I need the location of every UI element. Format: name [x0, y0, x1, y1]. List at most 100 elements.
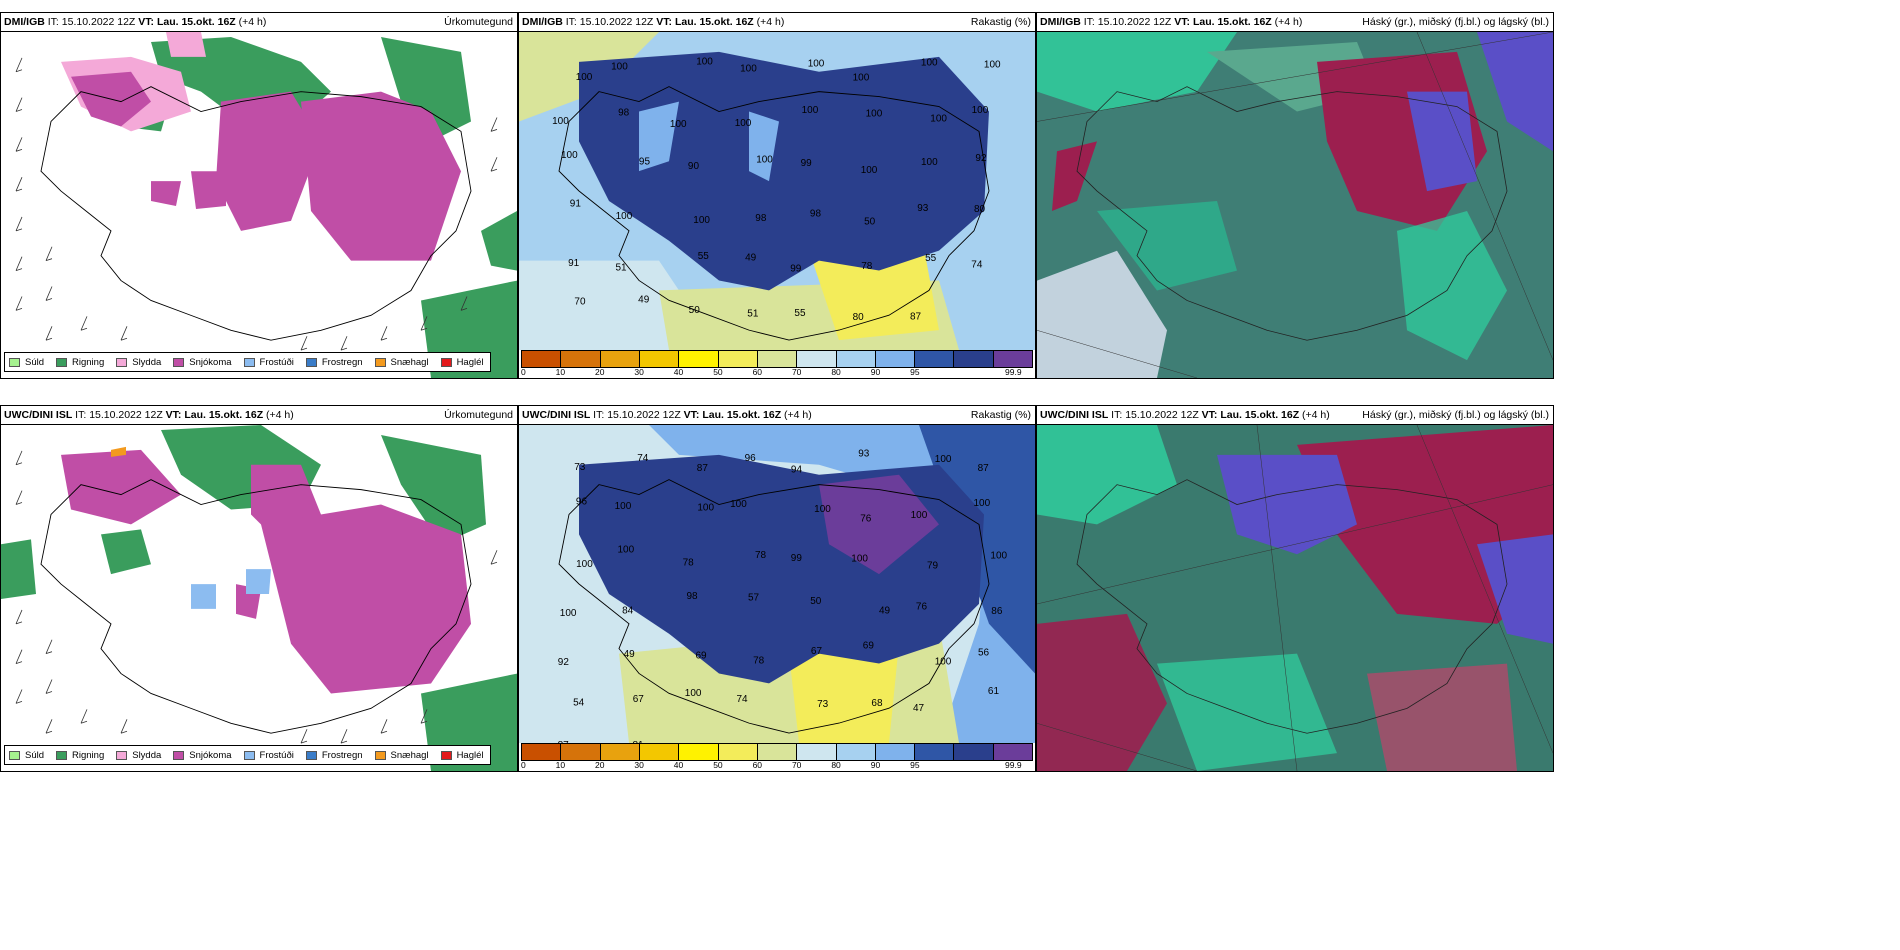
colorbar-segment [993, 744, 1033, 760]
legend-swatch [243, 750, 255, 760]
lead-time: (+4 h) [756, 16, 785, 28]
model-name: DMI/IGB [522, 16, 563, 28]
humidity-value-label: 91 [570, 199, 582, 210]
colorbar-segment [757, 744, 798, 760]
coastline [558, 479, 990, 734]
lead-time: (+4 h) [1274, 16, 1303, 28]
legend-label: Rigning [72, 356, 105, 368]
humidity-value-label: 100 [616, 211, 633, 222]
humidity-value-label: 49 [624, 649, 636, 660]
legend-label: Rigning [72, 749, 105, 761]
legend-label: Súld [25, 356, 45, 368]
init-time: 15.10.2022 12Z [1097, 16, 1172, 28]
colorbar-tick-label: 50 [713, 367, 723, 377]
legend-swatch [305, 750, 317, 760]
humidity-value-label: 94 [791, 465, 803, 476]
colorbar-segment [915, 351, 955, 367]
humidity-map-svg: 100 100 100 100 100 100 100 100 100 98 100 100 100 10… [519, 32, 1035, 350]
legend-swatch [56, 357, 68, 367]
colorbar-tick-label: 60 [752, 367, 763, 377]
panel-title: Rakastig (%) [970, 409, 1031, 421]
cloud-map [1037, 425, 1553, 771]
colorbar-segment [718, 351, 758, 367]
precip-map-svg [1, 32, 517, 378]
humidity-value-label: 76 [916, 601, 928, 612]
legend-label: Slydda [132, 749, 162, 761]
legend-swatch [116, 357, 128, 367]
saturated-area [819, 474, 939, 575]
humidity-value-label: 79 [927, 561, 939, 572]
humidity-value-label: 51 [747, 309, 759, 320]
humidity-value-labels: 100 100 100 100 100 100 100 100 100 98 100 100 100 10… [552, 57, 1001, 323]
low-cloud-area [1097, 201, 1237, 291]
init-time: 15.10.2022 12Z [1125, 409, 1199, 421]
snow-pellet-area [111, 446, 126, 457]
colorbar-segment [600, 744, 640, 760]
humidity-value-label: 100 [974, 498, 991, 509]
humidity-value-label: 96 [745, 453, 757, 464]
legend-swatch [173, 357, 185, 367]
humidity-value-label: 55 [925, 253, 937, 264]
legend-item: Frostregn [305, 749, 363, 761]
legend-item: Snjókoma [173, 750, 232, 761]
humidity-value-label: 100 [814, 504, 831, 515]
legend-item: Slydda [116, 357, 161, 368]
legend-item: Rigning [56, 357, 104, 368]
colorbar-segment [639, 744, 680, 760]
humidity-value-label: 100 [685, 688, 702, 699]
colorbar-tick-label: 30 [634, 760, 644, 770]
colorbar-segment [993, 351, 1033, 367]
humidity-value-label: 100 [618, 545, 635, 556]
it-label: IT: [565, 16, 577, 28]
lead-time: (+4 h) [238, 16, 267, 28]
clear-area [1037, 250, 1167, 378]
humidity-map-svg: 73 74 87 96 94 93 100 87 96 100 100 100 100 76 100 100 1… [519, 425, 1035, 743]
panel-title: Háský (gr.), miðský (fj.bl.) og lágský (… [1362, 16, 1549, 28]
lead-time: (+4 h) [1302, 409, 1330, 421]
vt-label: VT: [1174, 16, 1191, 28]
colorbar-segment [954, 744, 994, 760]
humidity-value-label: 98 [618, 108, 630, 119]
humidity-value-label: 81 [633, 740, 645, 743]
humidity-value-label: 100 [552, 116, 569, 127]
humidity-value-label: 100 [866, 108, 883, 119]
colorbar-tick-label: 80 [831, 760, 841, 770]
humidity-panel-uwc: UWC/DINI ISL IT: 15.10.2022 12Z VT: Lau.… [518, 405, 1036, 772]
colorbar-segment [522, 744, 562, 760]
humidity-value-label: 100 [935, 657, 952, 668]
legend-label: Snjókoma [189, 356, 232, 368]
humidity-value-label: 92 [558, 657, 570, 668]
humidity-value-label: 49 [745, 252, 757, 263]
colorbar-tick-label: 20 [595, 367, 605, 377]
humidity-value-label: 86 [991, 606, 1003, 617]
lead-time: (+4 h) [784, 409, 812, 421]
colorbar-segment [875, 744, 916, 760]
humidity-value-label: 78 [683, 558, 695, 569]
humidity-value-label: 50 [810, 596, 822, 607]
humidity-value-label: 90 [688, 161, 700, 172]
panel-header: DMI/IGB IT: 15.10.2022 12Z VT: Lau. 15.o… [1037, 13, 1553, 32]
humidity-value-label: 87 [910, 312, 922, 323]
humidity-value-label: 100 [576, 559, 593, 570]
humidity-value-label: 69 [863, 640, 875, 651]
humidity-map: 73 74 87 96 94 93 100 87 96 100 100 100 100 76 100 100 1… [519, 425, 1035, 743]
frost-drizzle-areas [191, 569, 271, 609]
vt-label: VT: [683, 409, 700, 421]
legend-item: Frostúði [243, 750, 294, 761]
colorbar-tick-label: 0 [521, 760, 526, 770]
legend-label: Súld [25, 749, 45, 761]
humidity-value-label: 73 [574, 462, 586, 473]
humidity-value-label: 93 [917, 203, 929, 214]
it-label: IT: [75, 409, 87, 421]
humidity-value-label: 100 [972, 105, 989, 116]
humidity-value-label: 55 [794, 308, 806, 319]
humidity-value-label: 87 [978, 463, 990, 474]
humidity-value-label: 100 [735, 118, 752, 129]
legend-label: Frostregn [321, 749, 363, 761]
humidity-value-label: 69 [696, 651, 708, 662]
humidity-value-label: 100 [697, 502, 714, 513]
valid-time: Lau. 15.okt. 16Z [1192, 16, 1272, 28]
init-time: 15.10.2022 12Z [89, 409, 163, 421]
valid-time: Lau. 15.okt. 16Z [1220, 409, 1300, 421]
humidity-panel-dmi: DMI/IGB IT: 15.10.2022 12Z VT: Lau. 15.o… [518, 12, 1036, 379]
